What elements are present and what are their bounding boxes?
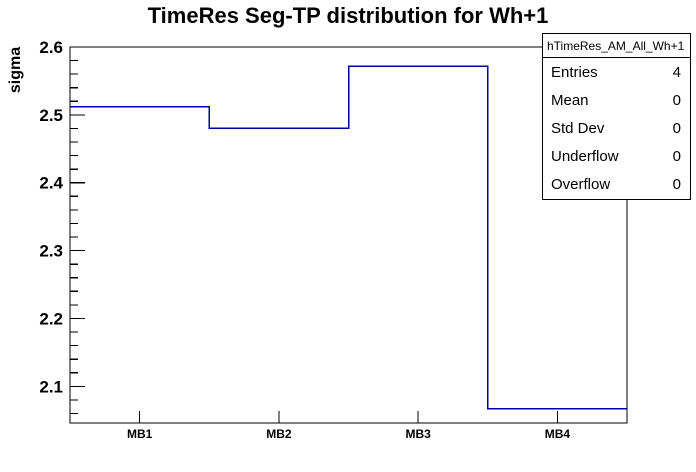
y-tick-label: 2.2 [39, 309, 63, 328]
stats-box: hTimeRes_AM_All_Wh+1 Entries 4 Mean 0 Std De… [542, 33, 691, 200]
stats-row-label: Overflow [551, 176, 611, 194]
stats-row: Entries 4 [543, 58, 690, 86]
y-tick-label: 2.1 [39, 377, 63, 396]
histogram-step-line [70, 65, 627, 410]
stats-box-rows: Entries 4 Mean 0 Std Dev 0 Underflow 0 Overflow 0 [543, 58, 690, 199]
y-tick-label: 2.4 [39, 174, 63, 193]
stats-row-value: 0 [672, 91, 681, 109]
y-axis-title: sigma [7, 47, 24, 93]
x-axis: MB1 MB2 MB3 MB4 [127, 411, 570, 441]
x-tick-label: MB1 [127, 427, 153, 441]
stats-row: Mean 0 [543, 86, 690, 114]
stats-row-value: 0 [672, 148, 681, 166]
plot-frame [69, 46, 628, 424]
stats-row-label: Entries [551, 63, 598, 81]
y-tick-label: 2.5 [39, 106, 63, 125]
stats-row-value: 0 [672, 120, 681, 137]
stats-row-value: 0 [672, 176, 681, 194]
chart-title: TimeRes Seg-TP distribution for Wh+1 [147, 3, 549, 28]
stats-row: Underflow 0 [543, 143, 690, 171]
stats-box-title: hTimeRes_AM_All_Wh+1 [543, 34, 690, 58]
x-tick-label: MB2 [266, 427, 292, 441]
stats-row-value: 4 [672, 63, 681, 81]
stats-row: Overflow 0 [543, 171, 690, 199]
y-tick-label: 2.6 [39, 38, 63, 57]
stats-row-label: Std Dev [551, 120, 605, 137]
x-tick-label: MB3 [405, 427, 431, 441]
stats-row-label: Mean [551, 91, 589, 109]
y-axis: 2.1 2.2 2.3 2.4 2.5 2.6 [39, 38, 85, 415]
stats-row-label: Underflow [551, 148, 619, 166]
y-tick-label: 2.3 [39, 242, 63, 261]
stats-row: Std Dev 0 [543, 114, 690, 142]
x-tick-label: MB4 [545, 427, 571, 441]
